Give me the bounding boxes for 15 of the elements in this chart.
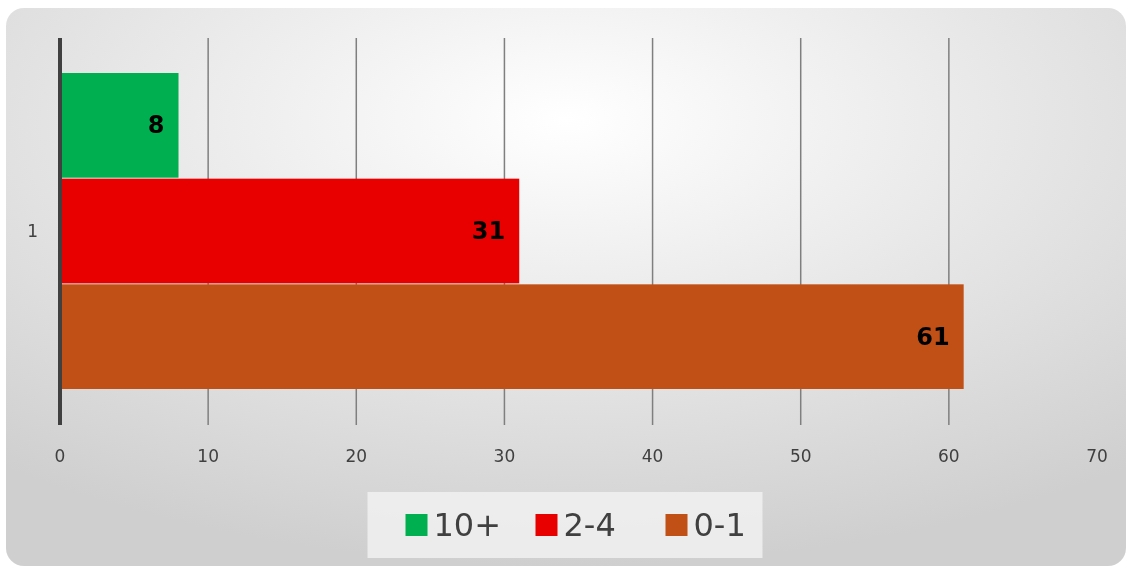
legend-label: 2-4 [563,506,616,544]
legend-label: 0-1 [693,506,746,544]
x-tick-label: 30 [493,446,516,466]
x-tick-label: 70 [1086,446,1108,466]
x-tick-label: 0 [54,446,66,466]
data-label: 61 [916,322,950,351]
x-tick-label: 10 [197,446,219,466]
data-label: 31 [471,217,506,245]
x-tick-label: 60 [938,446,960,466]
data-label: 8 [147,111,165,140]
x-tick-label: 20 [345,446,368,466]
x-tick-label: 40 [641,446,664,466]
legend-label: 10+ [433,506,502,544]
x-tick-label: 50 [789,446,812,466]
y-tick-label: 1 [27,221,38,241]
